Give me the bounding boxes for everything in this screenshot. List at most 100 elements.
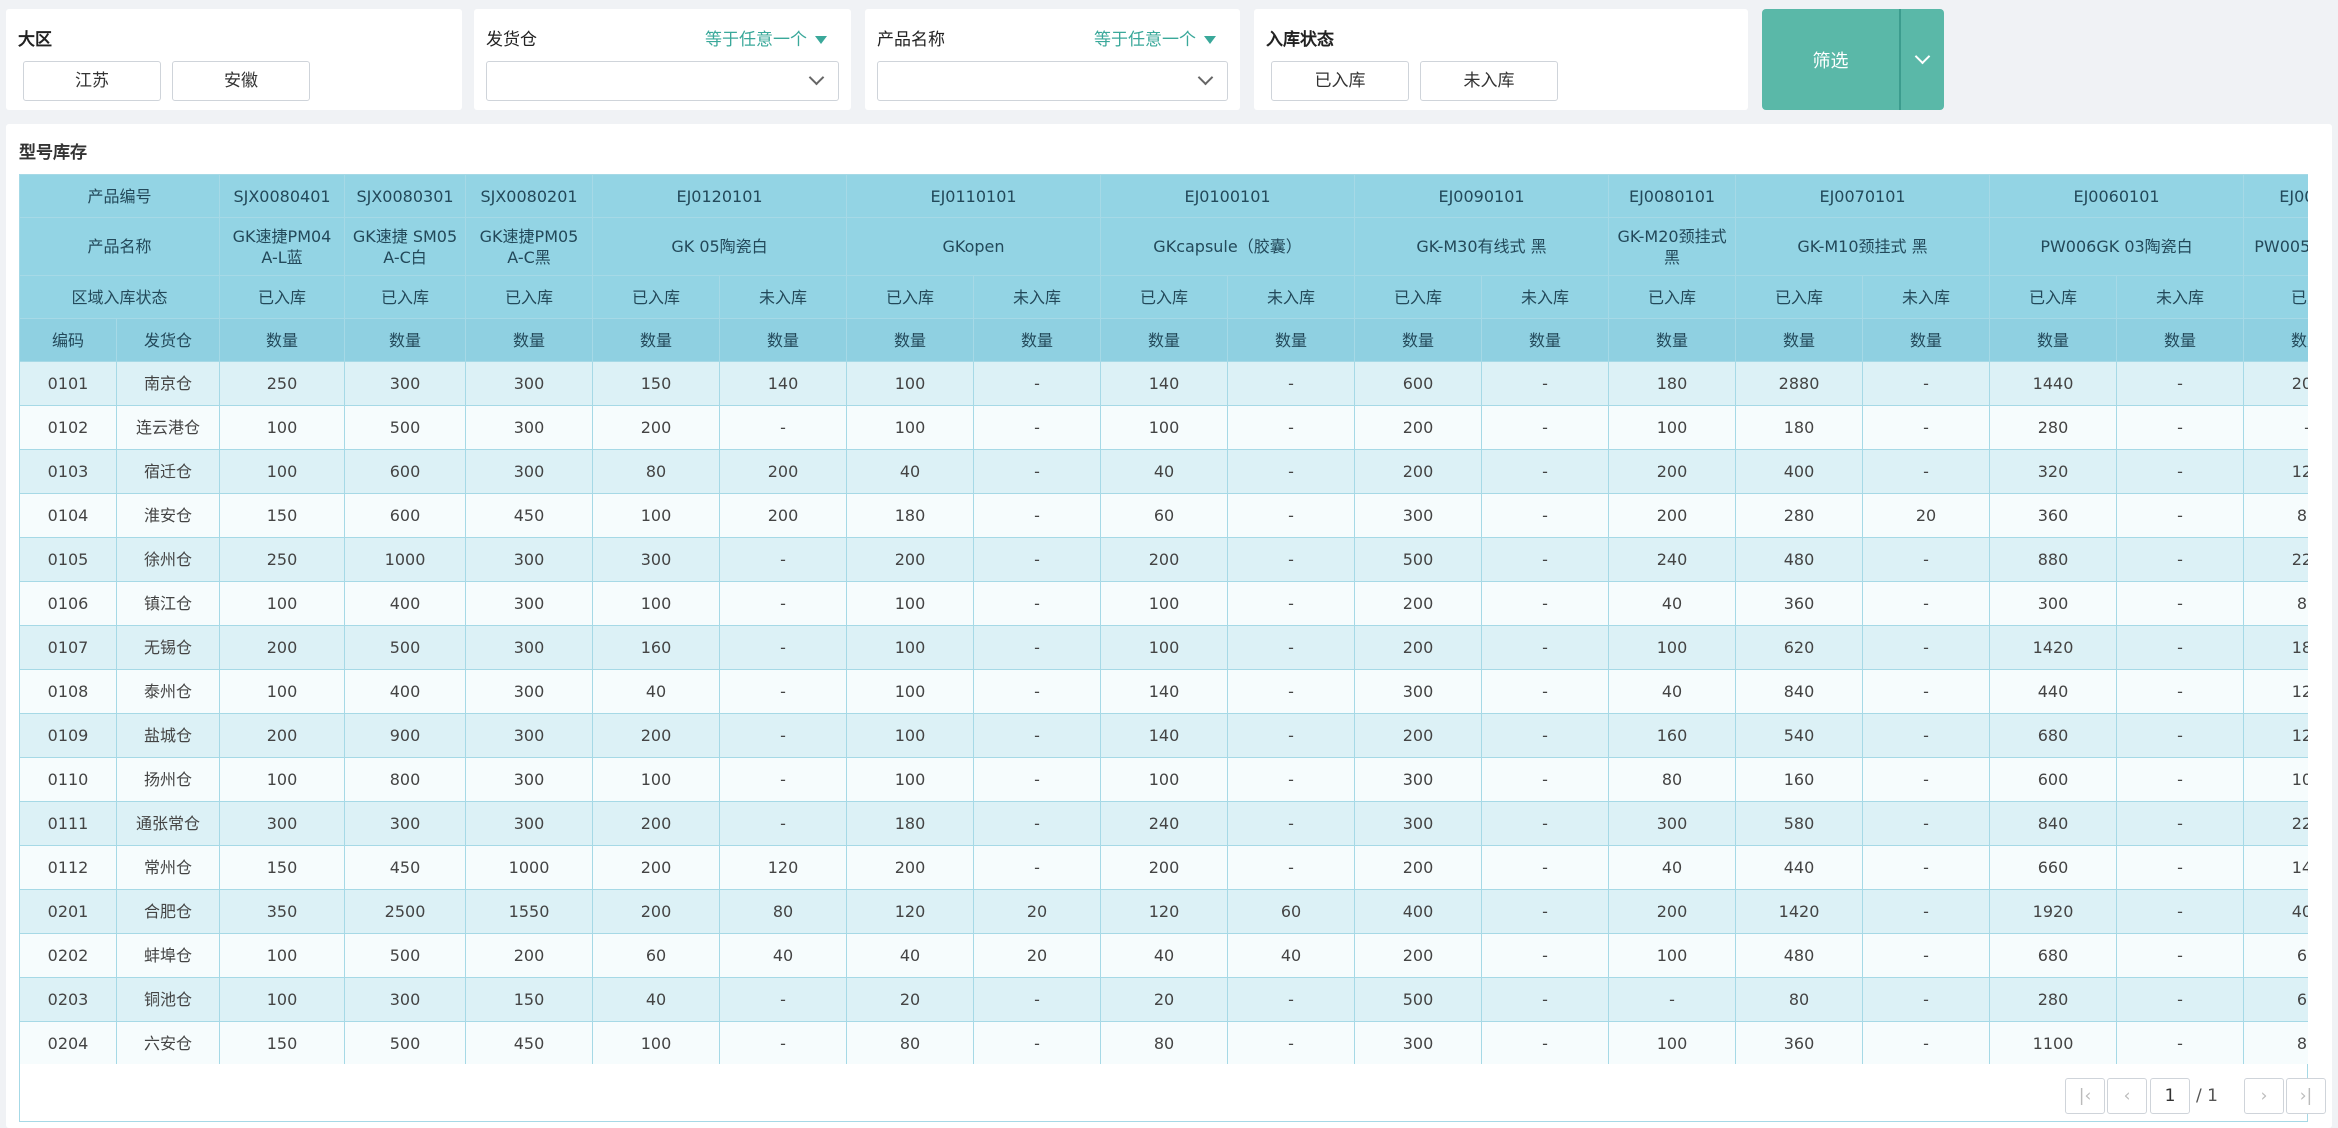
cell-value: 100 xyxy=(846,713,975,758)
cell-value: 200 xyxy=(846,845,975,890)
cell-value: 100 xyxy=(219,977,346,1022)
filter-operator[interactable]: 等于任意一个 xyxy=(705,25,827,50)
product-code: SJX0080401 xyxy=(219,174,346,218)
cell-value: - xyxy=(973,713,1102,758)
cell-value: - xyxy=(1227,493,1356,538)
cell-value: - xyxy=(1481,713,1610,758)
status-header: 已入库 xyxy=(1608,275,1737,319)
table-row: 0204 六安仓 150 500 450 100-80-80-300-100 360-110… xyxy=(19,1021,2308,1064)
cell-value: - xyxy=(1862,889,1991,934)
select[interactable] xyxy=(877,61,1228,101)
cell-value: 60 xyxy=(2243,933,2308,978)
cell-value: - xyxy=(719,977,848,1022)
product-code: EJ0070101 xyxy=(1735,174,1991,218)
cell-value: - xyxy=(1227,757,1356,802)
cell-value: - xyxy=(973,977,1102,1022)
cell-value: 60 xyxy=(1100,493,1229,538)
cell-value: 80 xyxy=(1100,1021,1229,1064)
cell-value: 140 xyxy=(719,361,848,406)
cell-value: - xyxy=(1862,1021,1991,1064)
table-row: 0109 盐城仓 200 900 300 200-100-140-200-160 540-6… xyxy=(19,713,2308,758)
status-header: 未入库 xyxy=(1862,275,1991,319)
cell-value: 250 xyxy=(219,361,346,406)
cell-value: 880 xyxy=(1989,537,2118,582)
cell-warehouse: 镇江仓 xyxy=(115,581,221,626)
cell-code: 0110 xyxy=(19,757,117,802)
cell-value: - xyxy=(1862,757,1991,802)
filter-label: 发货仓 xyxy=(486,30,537,50)
table-row: 0201 合肥仓 350 2500 1550 200 80 120 20 120 60 400-200… xyxy=(19,889,2308,934)
dropdown-icon[interactable] xyxy=(1914,48,1931,65)
status-header: 已入库 xyxy=(1100,275,1229,319)
filter-region: 大区 江苏 安徽 xyxy=(6,9,462,110)
cell-value: 250 xyxy=(219,537,346,582)
table-row: 编码发货仓数量数量数量数量数量数量数量数量数量数量数量数量数量数量数量数量数量 xyxy=(19,318,2308,362)
cell-value: 200 xyxy=(592,845,721,890)
table-title: 型号库存 xyxy=(19,143,87,163)
next-page[interactable]: › xyxy=(2244,1078,2284,1114)
status-button[interactable]: 未入库 xyxy=(1420,61,1558,101)
product-name: GK-M10颈挂式 黑 xyxy=(1735,217,1991,276)
cell-value: 160 xyxy=(1735,757,1864,802)
cell-value: 40 xyxy=(846,933,975,978)
cell-value: 100 xyxy=(592,493,721,538)
cell-value: 200 xyxy=(846,537,975,582)
region-button[interactable]: 江苏 xyxy=(23,61,161,101)
cell-warehouse: 盐城仓 xyxy=(115,713,221,758)
cell-value: 120 xyxy=(2243,713,2308,758)
cell-value: 320 xyxy=(1989,449,2118,494)
cell-value: 360 xyxy=(1735,1021,1864,1064)
cell-value: - xyxy=(1227,669,1356,714)
cell-value: 40 xyxy=(1100,449,1229,494)
cell-value: 100 xyxy=(219,757,346,802)
cell-value: - xyxy=(2116,449,2245,494)
cell-value: 100 xyxy=(1608,405,1737,450)
cell-value: - xyxy=(2116,801,2245,846)
status-header: 已入库 xyxy=(1735,275,1864,319)
qty-header: 数量 xyxy=(1735,318,1864,362)
table-row: 产品编号 SJX0080401 SJX0080301 SJX0080201 EJ0120… xyxy=(19,174,2308,218)
cell-warehouse: 通张常仓 xyxy=(115,801,221,846)
cell-value: 240 xyxy=(1608,537,1737,582)
product-code: SJX0080301 xyxy=(344,174,467,218)
cell-warehouse: 徐州仓 xyxy=(115,537,221,582)
region-button[interactable]: 安徽 xyxy=(172,61,310,101)
first-page[interactable]: |‹ xyxy=(2065,1078,2105,1114)
cell-value: 900 xyxy=(344,713,467,758)
cell-value: 80 xyxy=(592,449,721,494)
status-button[interactable]: 已入库 xyxy=(1271,61,1409,101)
page-input[interactable]: 1 xyxy=(2150,1078,2190,1114)
qty-header: 数量 xyxy=(1481,318,1610,362)
cell-value: - xyxy=(1862,801,1991,846)
status-header: 已入 xyxy=(2243,275,2308,319)
cell-value: 120 xyxy=(719,845,848,890)
cell-value: 200 xyxy=(592,801,721,846)
cell-value: - xyxy=(2116,1021,2245,1064)
status-header: 已入库 xyxy=(344,275,467,319)
filter-button[interactable]: 筛选 xyxy=(1762,9,1944,110)
cell-value: - xyxy=(1481,405,1610,450)
cell-value: 680 xyxy=(1989,933,2118,978)
cell-value: - xyxy=(2116,537,2245,582)
last-page[interactable]: ›| xyxy=(2286,1078,2326,1114)
cell-value: 40 xyxy=(1227,933,1356,978)
select[interactable] xyxy=(486,61,839,101)
cell-value: 200 xyxy=(592,405,721,450)
cell-value: - xyxy=(973,537,1102,582)
cell-value: 20 xyxy=(1862,493,1991,538)
cell-value: 100 xyxy=(592,581,721,626)
table-row: 0103 宿迁仓 100 600 300 80 200 40-40-200-200 400-32… xyxy=(19,449,2308,494)
cell-code: 0109 xyxy=(19,713,117,758)
cell-value: 200 xyxy=(1608,889,1737,934)
status-header: 未入库 xyxy=(973,275,1102,319)
cell-value: 500 xyxy=(344,1021,467,1064)
filter-operator[interactable]: 等于任意一个 xyxy=(1094,25,1216,50)
cell-value: 480 xyxy=(1735,537,1864,582)
qty-header: 数量 xyxy=(1989,318,2118,362)
prev-page[interactable]: ‹ xyxy=(2107,1078,2147,1114)
cell-value: - xyxy=(973,757,1102,802)
cell-warehouse: 南京仓 xyxy=(115,361,221,406)
status-header: 未入库 xyxy=(719,275,848,319)
cell-value: - xyxy=(1481,1021,1610,1064)
filter-status: 入库状态 已入库 未入库 xyxy=(1254,9,1748,110)
